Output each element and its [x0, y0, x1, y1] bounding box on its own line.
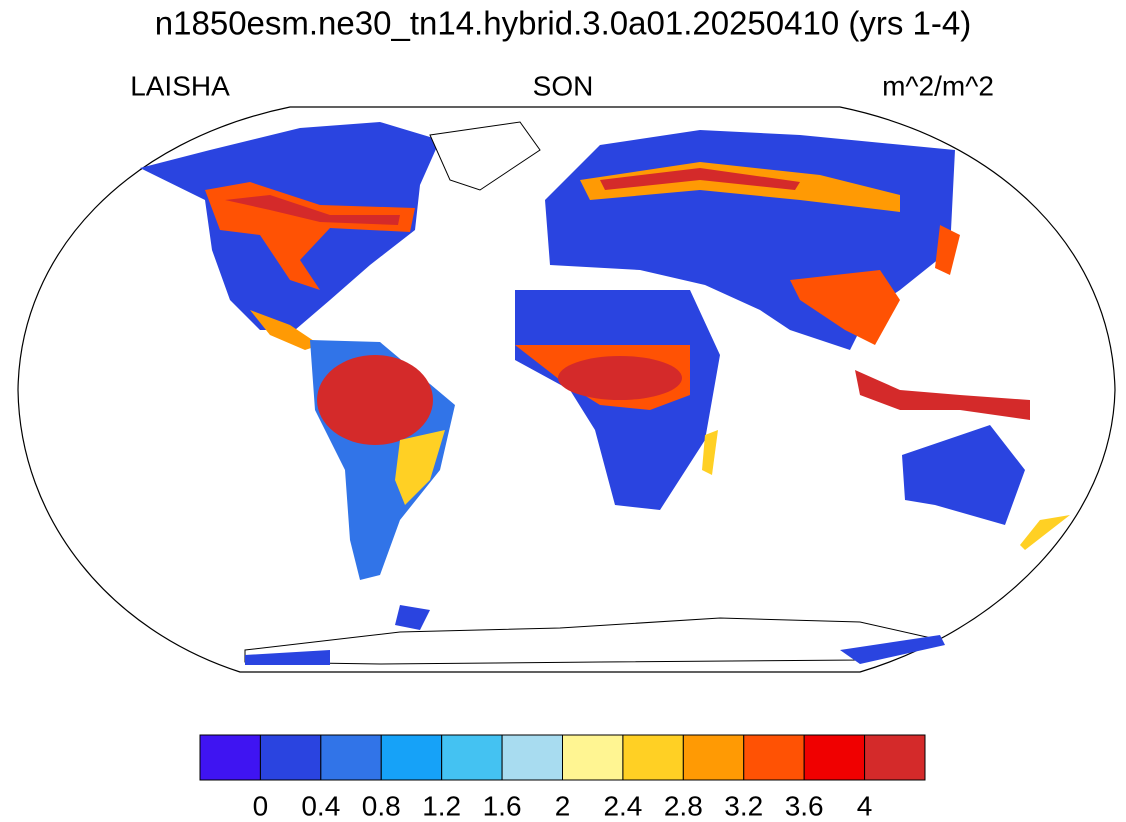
greenland	[429, 121, 541, 191]
colorbar-box	[441, 734, 503, 781]
north-america-forest	[205, 182, 415, 290]
colorbar: 0 0.4 0.8 1.2 1.6 2 2.4 2.8 3.2 3.6 4	[199, 734, 926, 821]
colorbar-box	[682, 734, 745, 781]
colorbar-label: 2	[555, 790, 571, 821]
colorbar-label: 0.4	[301, 790, 340, 821]
congo	[558, 356, 682, 400]
colorbar-label: 0.8	[362, 790, 401, 821]
south-america-savanna	[395, 430, 445, 505]
colorbar-label: 2.8	[664, 790, 703, 821]
colorbar-box	[320, 734, 382, 781]
antarctic-coast	[245, 605, 945, 665]
colorbar-label: 4	[857, 790, 873, 821]
colorbar-label: 1.2	[422, 790, 461, 821]
colorbar-box	[562, 734, 624, 781]
title: n1850esm.ne30_tn14.hybrid.3.0a01.2025041…	[155, 5, 971, 42]
north-america-forest-core	[225, 195, 400, 225]
colorbar-box	[501, 734, 564, 781]
map	[17, 106, 1116, 673]
colorbar-label: 3.6	[785, 790, 824, 821]
colorbar-box	[199, 734, 261, 781]
colorbar-label: 1.6	[483, 790, 522, 821]
madagascar	[702, 430, 718, 475]
units-label: m^2/m^2	[882, 70, 994, 101]
japan	[935, 225, 960, 275]
colorbar-box	[803, 734, 866, 781]
new-zealand	[1020, 515, 1070, 550]
boreal-forest-core	[600, 168, 800, 190]
colorbar-label: 0	[253, 790, 269, 821]
colorbar-box	[380, 734, 443, 781]
colorbar-box	[259, 734, 322, 781]
maritime-continent	[855, 370, 1030, 420]
amazon	[317, 355, 433, 445]
central-america	[250, 310, 320, 350]
colorbar-label: 3.2	[724, 790, 763, 821]
australia	[902, 425, 1025, 525]
colorbar-box	[743, 734, 805, 781]
colorbar-box	[622, 734, 684, 781]
colorbar-label: 2.4	[603, 790, 642, 821]
season-label: SON	[533, 70, 594, 101]
variable-label: LAISHA	[130, 70, 230, 101]
south-asia	[790, 270, 900, 345]
colorbar-box	[864, 734, 926, 781]
